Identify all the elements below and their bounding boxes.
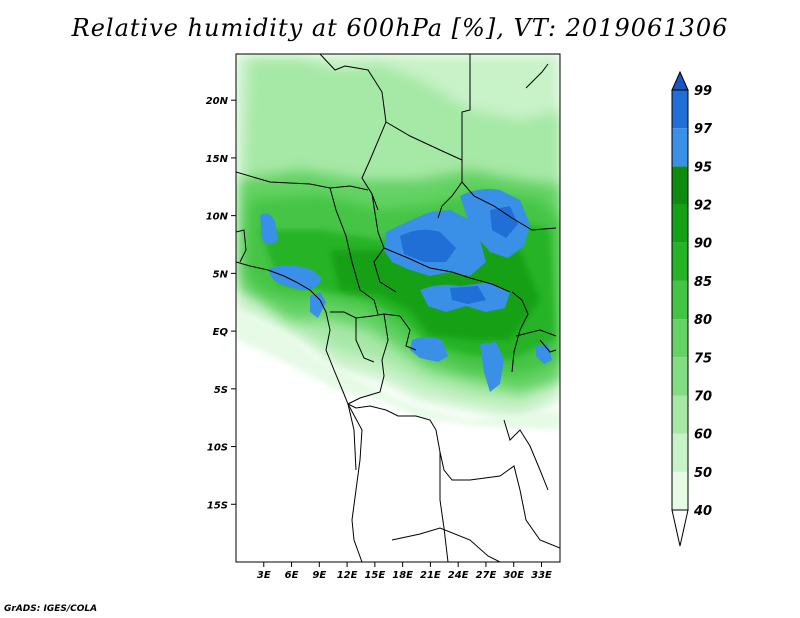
- lon-tick-label: 9E: [312, 570, 326, 581]
- lon-tick-label: 27E: [476, 570, 497, 581]
- colorbar-min-triangle: [671, 509, 689, 547]
- colorbar-label: 50: [694, 466, 712, 481]
- colorbar-label: 60: [694, 428, 712, 443]
- colorbar-label: 70: [694, 389, 712, 404]
- colorbar-frame: [671, 89, 689, 511]
- colorbar-swatch: [672, 395, 688, 434]
- colorbar-swatch: [672, 471, 688, 510]
- country-boundaries: [236, 54, 560, 562]
- lon-tick-label: 18E: [392, 570, 413, 581]
- latitude-axis: 20N 15N 10N 5N EQ 5S 10S 15S: [206, 96, 236, 511]
- colorbar-swatch: [672, 166, 688, 205]
- colorbar-swatch: [672, 280, 688, 320]
- colorbar-swatch: [672, 357, 688, 396]
- lon-tick-label: 15E: [364, 570, 385, 581]
- colorbar-swatch: [672, 319, 688, 358]
- colorbar-max-triangle: [671, 70, 689, 91]
- lat-tick-label: 5S: [214, 385, 228, 396]
- grads-credit: GrADS: IGES/COLA: [4, 604, 98, 614]
- lon-tick-label: 6E: [285, 570, 299, 581]
- lat-tick-label: 15N: [206, 154, 229, 165]
- lat-tick-label: 20N: [206, 96, 229, 107]
- colorbar-label: 75: [694, 351, 712, 366]
- lon-tick-label: 12E: [337, 570, 358, 581]
- lon-tick-label: 24E: [448, 570, 469, 581]
- lon-tick-label: 30E: [503, 570, 524, 581]
- lat-tick-label: EQ: [213, 327, 229, 338]
- colorbar-label: 85: [694, 275, 712, 290]
- colorbar-label: 95: [694, 160, 712, 175]
- colorbar-label: 97: [694, 122, 713, 137]
- colorbar-label: 99: [694, 84, 712, 99]
- longitude-axis: 3E 6E 9E 12E 15E 18E 21E 24E 27E 30E 33E: [257, 562, 552, 581]
- colorbar-swatch: [672, 242, 688, 281]
- colorbar-label: 80: [694, 313, 712, 328]
- colorbar-label: 40: [693, 504, 712, 519]
- lat-tick-label: 15S: [207, 500, 228, 511]
- lat-tick-label: 10N: [206, 212, 229, 223]
- lon-tick-label: 3E: [257, 570, 271, 581]
- map-frame: [235, 53, 561, 563]
- colorbar-label: 92: [694, 199, 712, 214]
- colorbar-legend: 40 50 60 70 75 80 85 90 92 95 97 99: [671, 70, 713, 547]
- map-title: Relative humidity at 600hPa [%], VT: 201…: [71, 14, 729, 42]
- coastline: [236, 229, 357, 471]
- colorbar-swatch: [672, 90, 688, 129]
- lat-tick-label: 10S: [207, 443, 228, 454]
- lat-tick-label: 5N: [213, 269, 229, 280]
- lon-tick-label: 33E: [531, 570, 552, 581]
- colorbar-swatch: [672, 433, 688, 472]
- colorbar-swatch: [672, 128, 688, 167]
- humidity-field: [236, 54, 560, 562]
- lon-tick-label: 21E: [420, 570, 441, 581]
- colorbar-label: 90: [694, 237, 712, 252]
- colorbar-swatch: [672, 204, 688, 243]
